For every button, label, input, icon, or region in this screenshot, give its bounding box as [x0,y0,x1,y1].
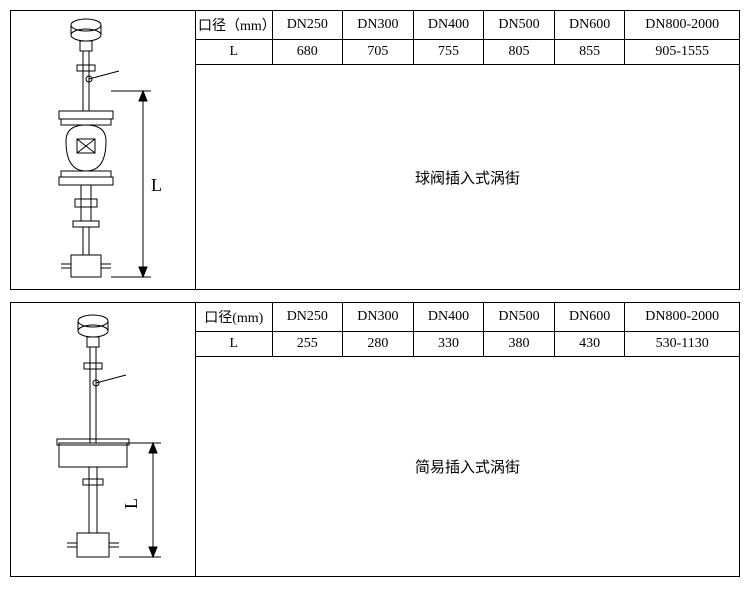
col-dn250: DN250 [272,11,343,40]
col-dn300: DN300 [343,11,414,40]
val2-4: 430 [554,332,625,357]
table-data-row-2: L 255 280 330 380 430 530-1130 [196,332,739,357]
col2-dn500: DN500 [484,303,555,332]
col-dn600: DN600 [554,11,625,40]
val-3: 805 [484,40,555,65]
caption-simple-insert: 简易插入式涡街 [196,356,739,576]
diagram-simple-insert: L [11,303,196,576]
right-panel-1: 口径（mm） DN250 DN300 DN400 DN500 DN600 DN8… [196,11,739,289]
table-ball-valve: 口径（mm） DN250 DN300 DN400 DN500 DN600 DN8… [196,11,739,65]
header-diameter: 口径（mm） [196,11,272,40]
val-2: 755 [413,40,484,65]
val-5: 905-1555 [625,40,739,65]
section-ball-valve: L 口径（mm） DN250 DN300 DN400 DN500 DN600 D… [10,10,740,290]
val2-0: 255 [272,332,343,357]
val2-3: 380 [484,332,555,357]
val-4: 855 [554,40,625,65]
col2-dn400: DN400 [413,303,484,332]
row-label-L: L [196,40,272,65]
dimension-label-L: L [151,175,162,195]
col2-dn800: DN800-2000 [625,303,739,332]
val2-2: 330 [413,332,484,357]
col-dn400: DN400 [413,11,484,40]
val2-5: 530-1130 [625,332,739,357]
col2-dn250: DN250 [272,303,343,332]
simple-insert-diagram-svg: L [11,303,196,576]
col2-dn600: DN600 [554,303,625,332]
table-data-row: L 680 705 755 805 855 905-1555 [196,40,739,65]
col-dn500: DN500 [484,11,555,40]
val2-1: 280 [343,332,414,357]
table-header-row-2: 口径(mm) DN250 DN300 DN400 DN500 DN600 DN8… [196,303,739,332]
diagram-ball-valve: L [11,11,196,289]
col2-dn300: DN300 [343,303,414,332]
dimension-label-L-2: L [121,498,141,509]
section-simple-insert: L 口径(mm) DN250 DN300 DN400 DN500 DN600 D… [10,302,740,577]
row-label-L-2: L [196,332,272,357]
val-0: 680 [272,40,343,65]
col-dn800: DN800-2000 [625,11,739,40]
val-1: 705 [343,40,414,65]
right-panel-2: 口径(mm) DN250 DN300 DN400 DN500 DN600 DN8… [196,303,739,576]
table-header-row: 口径（mm） DN250 DN300 DN400 DN500 DN600 DN8… [196,11,739,40]
table-simple-insert: 口径(mm) DN250 DN300 DN400 DN500 DN600 DN8… [196,303,739,357]
caption-ball-valve: 球阀插入式涡街 [196,64,739,289]
ball-valve-diagram-svg: L [11,11,196,289]
header-diameter-2: 口径(mm) [196,303,272,332]
